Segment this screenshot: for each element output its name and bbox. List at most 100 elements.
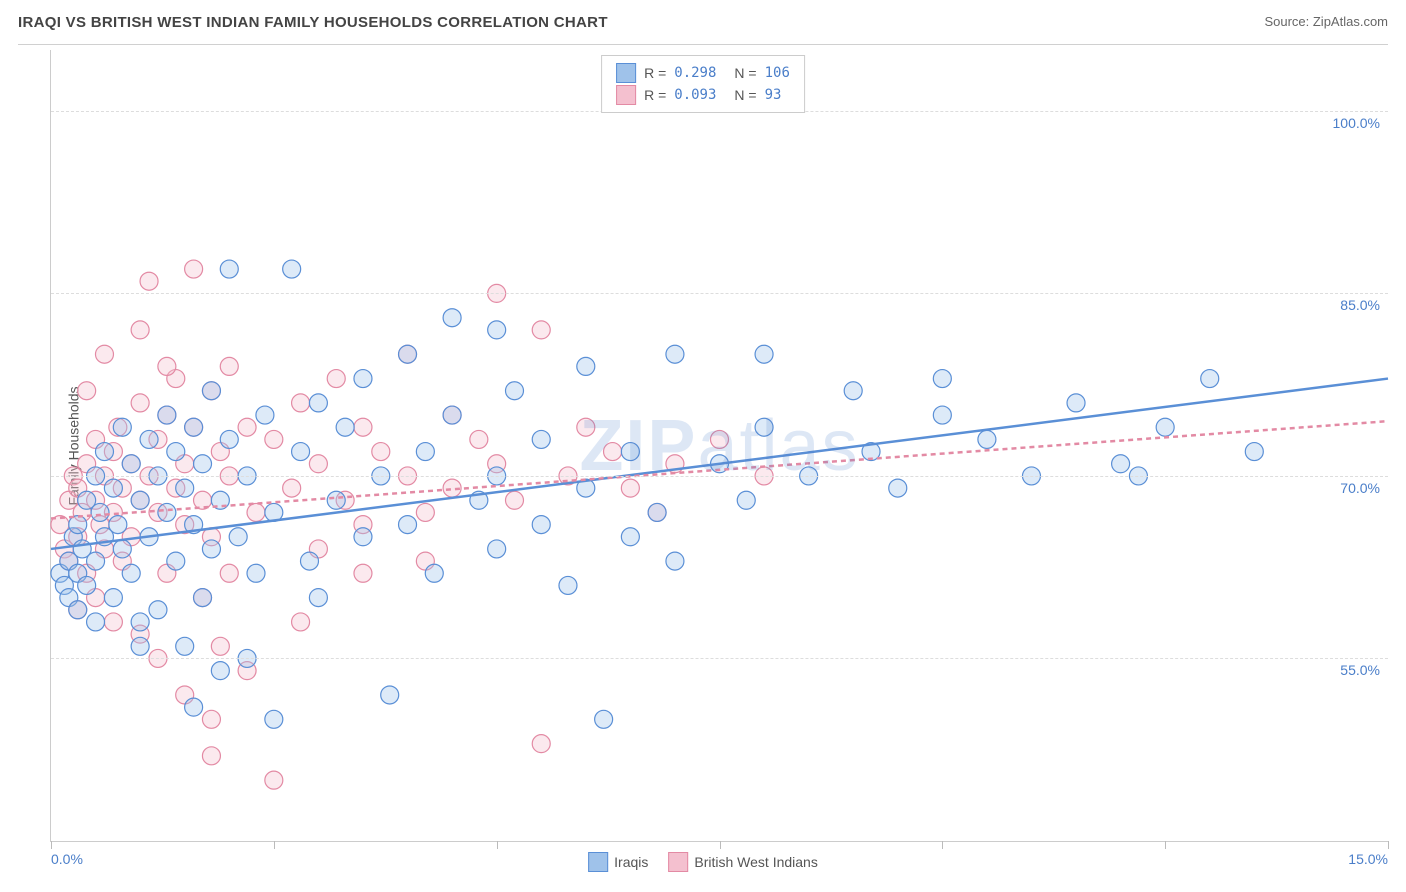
legend-label-1: Iraqis: [614, 854, 648, 870]
scatter-point: [283, 260, 301, 278]
scatter-point: [595, 710, 613, 728]
scatter-point: [300, 552, 318, 570]
scatter-point: [87, 552, 105, 570]
scatter-point: [202, 540, 220, 558]
scatter-point: [211, 662, 229, 680]
scatter-point: [354, 564, 372, 582]
scatter-point: [131, 394, 149, 412]
scatter-point: [131, 637, 149, 655]
legend-stats-row-2: R = 0.093 N = 93: [616, 84, 790, 106]
scatter-point: [113, 418, 131, 436]
scatter-point: [443, 406, 461, 424]
scatter-point: [711, 430, 729, 448]
scatter-point: [532, 735, 550, 753]
scatter-point: [666, 552, 684, 570]
scatter-point: [1112, 455, 1130, 473]
scatter-point: [109, 516, 127, 534]
legend-label-2: British West Indians: [694, 854, 817, 870]
scatter-point: [336, 418, 354, 436]
scatter-point: [292, 443, 310, 461]
legend-item-1: Iraqis: [588, 852, 648, 872]
x-tick: [1388, 841, 1389, 849]
legend-swatch-series-1: [616, 63, 636, 83]
legend-stats-row-1: R = 0.298 N = 106: [616, 62, 790, 84]
scatter-point: [604, 443, 622, 461]
scatter-point: [933, 370, 951, 388]
scatter-point: [176, 637, 194, 655]
legend-series: Iraqis British West Indians: [588, 852, 818, 872]
scatter-point: [69, 516, 87, 534]
scatter-point: [104, 589, 122, 607]
scatter-point: [354, 370, 372, 388]
x-max-label: 15.0%: [1348, 851, 1388, 867]
scatter-point: [140, 430, 158, 448]
scatter-point: [256, 406, 274, 424]
scatter-point: [470, 430, 488, 448]
header: IRAQI VS BRITISH WEST INDIAN FAMILY HOUS…: [18, 14, 1388, 45]
scatter-point: [372, 443, 390, 461]
chart-area: ZIPatlas 55.0%70.0%85.0%100.0%0.0%15.0%: [50, 50, 1388, 842]
n-value-1: 106: [765, 62, 790, 84]
scatter-point: [933, 406, 951, 424]
scatter-point: [194, 455, 212, 473]
y-tick-label: 100.0%: [1333, 115, 1380, 131]
scatter-point: [416, 443, 434, 461]
scatter-point: [220, 357, 238, 375]
scatter-point: [309, 589, 327, 607]
scatter-point: [176, 479, 194, 497]
scatter-point: [131, 613, 149, 631]
scatter-point: [283, 479, 301, 497]
scatter-point: [889, 479, 907, 497]
x-min-label: 0.0%: [51, 851, 83, 867]
scatter-point: [1156, 418, 1174, 436]
scatter-point: [1067, 394, 1085, 412]
scatter-point: [399, 516, 417, 534]
scatter-point: [1245, 443, 1263, 461]
scatter-point: [327, 370, 345, 388]
y-tick-label: 85.0%: [1340, 297, 1380, 313]
scatter-point: [104, 479, 122, 497]
scatter-point: [292, 394, 310, 412]
scatter-point: [167, 443, 185, 461]
scatter-point: [238, 418, 256, 436]
scatter-point: [978, 430, 996, 448]
legend-swatch-2: [668, 852, 688, 872]
scatter-point: [532, 430, 550, 448]
scatter-point: [149, 601, 167, 619]
scatter-point: [220, 260, 238, 278]
x-tick: [51, 841, 52, 849]
scatter-point: [194, 589, 212, 607]
scatter-point: [621, 443, 639, 461]
scatter-point: [416, 503, 434, 521]
scatter-point: [755, 418, 773, 436]
scatter-point: [185, 698, 203, 716]
scatter-point: [95, 443, 113, 461]
scatter-point: [292, 613, 310, 631]
scatter-point: [113, 540, 131, 558]
scatter-point: [265, 771, 283, 789]
scatter-point: [158, 406, 176, 424]
scatter-point: [532, 321, 550, 339]
scatter-point: [69, 601, 87, 619]
scatter-point: [381, 686, 399, 704]
scatter-point: [737, 491, 755, 509]
r-value-1: 0.298: [674, 62, 716, 84]
x-tick: [720, 841, 721, 849]
legend-item-2: British West Indians: [668, 852, 817, 872]
y-tick-label: 70.0%: [1340, 480, 1380, 496]
y-tick-label: 55.0%: [1340, 662, 1380, 678]
chart-container: IRAQI VS BRITISH WEST INDIAN FAMILY HOUS…: [0, 0, 1406, 892]
scatter-point: [666, 345, 684, 363]
plot-svg: [51, 50, 1388, 841]
x-tick: [1165, 841, 1166, 849]
scatter-point: [309, 455, 327, 473]
scatter-point: [87, 613, 105, 631]
scatter-point: [648, 503, 666, 521]
scatter-point: [354, 418, 372, 436]
x-tick: [497, 841, 498, 849]
x-tick: [942, 841, 943, 849]
n-value-2: 93: [765, 84, 782, 106]
scatter-point: [425, 564, 443, 582]
scatter-point: [247, 564, 265, 582]
scatter-point: [327, 491, 345, 509]
